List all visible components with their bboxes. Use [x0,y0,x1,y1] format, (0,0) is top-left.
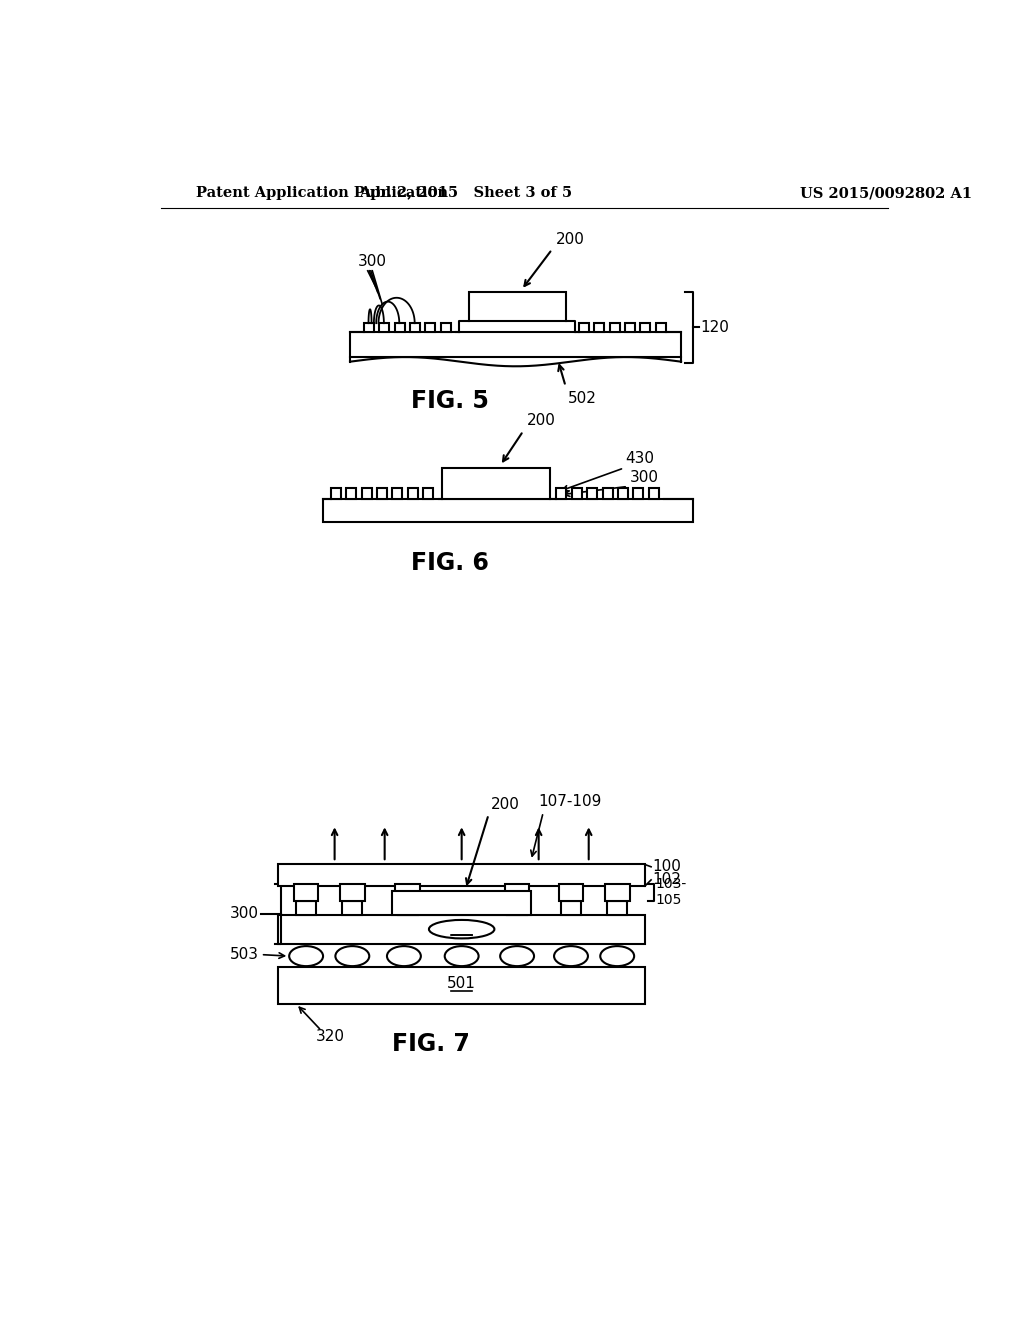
Text: 501: 501 [447,977,476,991]
Bar [423,488,433,499]
Text: 300: 300 [630,470,658,484]
Text: 107-109: 107-109 [539,795,602,809]
Text: FIG. 6: FIG. 6 [412,550,489,574]
Ellipse shape [336,946,370,966]
Bar [605,884,630,900]
Bar [634,488,643,499]
Ellipse shape [600,946,634,966]
Bar [279,915,645,944]
Text: 103-
105: 103- 105 [655,876,687,907]
Text: 502: 502 [568,391,597,407]
Bar [408,488,418,499]
Ellipse shape [500,946,535,966]
Text: 300: 300 [357,255,387,269]
Bar [559,884,584,900]
Bar [505,884,529,900]
Text: 503: 503 [449,920,475,935]
Bar [442,469,550,499]
Bar [395,884,420,900]
Bar [571,488,582,499]
Bar [561,900,581,915]
Bar [617,488,628,499]
Text: FIG. 5: FIG. 5 [412,389,489,413]
Text: 503: 503 [230,946,259,962]
Bar [394,323,404,331]
Bar [587,488,597,499]
Bar [340,884,365,900]
Bar [296,900,316,915]
Ellipse shape [429,920,495,939]
Bar [331,488,341,499]
Text: Apr. 2, 2015   Sheet 3 of 5: Apr. 2, 2015 Sheet 3 of 5 [359,186,572,201]
Bar [379,323,389,331]
Bar [350,331,681,358]
Text: 200: 200 [527,413,556,428]
Bar [425,323,435,331]
Bar [594,323,604,331]
Bar [392,891,531,915]
Text: 120: 120 [700,319,729,335]
Bar [377,488,387,499]
Bar [507,900,527,915]
Ellipse shape [554,946,588,966]
Ellipse shape [387,946,421,966]
Bar [655,323,666,331]
Text: Patent Application Publication: Patent Application Publication [196,186,449,201]
Text: 102: 102 [652,873,682,887]
Text: 200: 200 [556,232,585,247]
Text: 320: 320 [315,1028,344,1044]
Bar [323,499,692,521]
Bar [397,900,418,915]
Text: 502: 502 [447,920,476,935]
Bar [649,488,658,499]
Bar [625,323,635,331]
Bar [279,966,645,1003]
Bar [607,900,628,915]
Text: FIG. 7: FIG. 7 [392,1032,470,1056]
Text: 300: 300 [230,907,259,921]
Bar [640,323,650,331]
Bar [346,488,356,499]
Bar [392,488,402,499]
Bar [361,488,372,499]
Text: 100: 100 [652,859,682,874]
Bar [364,323,374,331]
Bar [294,884,318,900]
Bar [469,292,565,321]
Ellipse shape [289,946,323,966]
Ellipse shape [444,946,478,966]
Bar [602,488,612,499]
Bar [441,323,451,331]
Bar [279,865,645,886]
Bar [556,488,566,499]
Bar [579,323,589,331]
Text: US 2015/0092802 A1: US 2015/0092802 A1 [801,186,973,201]
Bar [410,323,420,331]
Text: 430: 430 [625,451,654,466]
Bar [342,900,362,915]
Text: 200: 200 [490,797,520,812]
Bar [609,323,620,331]
